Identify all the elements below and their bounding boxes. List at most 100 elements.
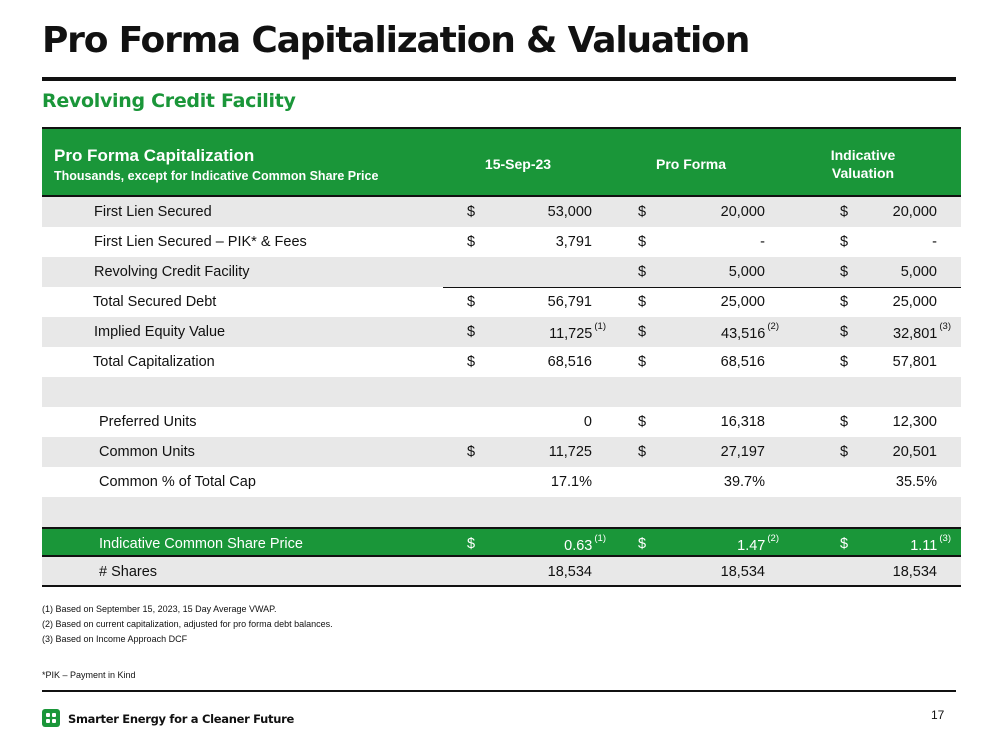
row-label: Revolving Credit Facility <box>94 264 250 280</box>
footnotes: (1) Based on September 15, 2023, 15 Day … <box>42 602 333 647</box>
subtotal-rule <box>443 287 961 288</box>
currency-symbol: $ <box>840 234 849 250</box>
row-label: Indicative Common Share Price <box>99 536 303 552</box>
cell-value: 39.7% <box>723 474 765 490</box>
footnote-ref: (1) <box>594 321 606 332</box>
cell-value: 1.11 (3) <box>910 533 951 554</box>
table-row: # Shares 18,534 18,534 18,534 <box>42 557 961 587</box>
value-text: 32,801 <box>893 325 938 342</box>
cell-value: 0.63 (1) <box>564 533 606 554</box>
cell-value: 53,000 <box>547 204 592 220</box>
row-label: Preferred Units <box>99 414 197 430</box>
currency-symbol: $ <box>638 444 647 460</box>
value-text: 1.47 <box>737 537 766 554</box>
cell-value: 35.5% <box>895 474 937 490</box>
footnote-ref: (2) <box>767 533 779 544</box>
cell-value: 5,000 <box>728 264 765 280</box>
cell-value: 68,516 <box>720 354 765 370</box>
currency-symbol: $ <box>638 354 647 370</box>
cell-value: 5,000 <box>900 264 937 280</box>
cell-value: 18,534 <box>547 564 592 580</box>
cell-value: 20,501 <box>892 444 937 460</box>
currency-symbol: $ <box>840 444 849 460</box>
footnote-ref: (3) <box>939 533 951 544</box>
table-row: Revolving Credit Facility $ 5,000 $ 5,00… <box>42 257 961 287</box>
cell-value: 20,000 <box>720 204 765 220</box>
cell-value: - <box>760 234 765 250</box>
currency-symbol: $ <box>638 536 647 552</box>
currency-symbol: $ <box>638 414 647 430</box>
page-number: 17 <box>931 708 945 722</box>
cell-value: 25,000 <box>720 294 765 310</box>
cell-value: 0 <box>583 414 592 430</box>
column-header-15-sep-23: 15-Sep-23 <box>484 156 552 172</box>
row-label: # Shares <box>99 564 158 580</box>
currency-symbol: $ <box>840 354 849 370</box>
cell-value: 1.47 (2) <box>737 533 779 554</box>
currency-symbol: $ <box>840 536 849 552</box>
table-row-total: Total Capitalization $ 68,516 $ 68,516 $… <box>42 347 961 377</box>
footnote-2: (2) Based on current capitalization, adj… <box>42 619 333 629</box>
currency-symbol: $ <box>638 234 647 250</box>
table-row-highlight: Indicative Common Share Price $ 0.63 (1) … <box>42 527 961 557</box>
spacer-row <box>42 497 961 527</box>
row-label: Total Secured Debt <box>93 294 217 310</box>
table-row: First Lien Secured $ 53,000 $ 20,000 $ 2… <box>42 197 961 227</box>
table-row: Common Units $ 11,725 $ 27,197 $ 20,501 <box>42 437 961 467</box>
value-text: 43,516 <box>721 325 766 342</box>
cell-value: 20,000 <box>892 204 937 220</box>
currency-symbol: $ <box>638 264 647 280</box>
cell-value: 56,791 <box>547 294 592 310</box>
row-label: Implied Equity Value <box>94 324 226 340</box>
currency-symbol: $ <box>467 294 476 310</box>
footer-tagline: Smarter Energy for a Cleaner Future <box>68 712 294 726</box>
currency-symbol: $ <box>840 294 849 310</box>
page-title: Pro Forma Capitalization & Valuation <box>42 20 750 61</box>
capitalization-table: Pro Forma Capitalization Thousands, exce… <box>42 127 961 587</box>
column-header-indicative-valuation: Indicative Valuation <box>808 146 918 182</box>
row-label: Total Capitalization <box>93 354 215 370</box>
currency-symbol: $ <box>638 294 647 310</box>
table-row: First Lien Secured – PIK* & Fees $ 3,791… <box>42 227 961 257</box>
value-text: 11,725 <box>549 325 593 342</box>
row-label: First Lien Secured <box>94 204 212 220</box>
cell-value: 11,725 (1) <box>549 321 606 342</box>
footnote-3: (3) Based on Income Approach DCF <box>42 634 188 644</box>
row-label: Common Units <box>99 444 195 460</box>
footnote-1: (1) Based on September 15, 2023, 15 Day … <box>42 604 277 614</box>
spacer-row <box>42 377 961 407</box>
cell-value: 32,801 (3) <box>893 321 951 342</box>
table-row: Preferred Units 0 $ 16,318 $ 12,300 <box>42 407 961 437</box>
currency-symbol: $ <box>638 204 647 220</box>
footer-divider <box>42 690 956 692</box>
cell-value: 3,791 <box>555 234 592 250</box>
footnote-ref: (2) <box>767 321 779 332</box>
cell-value: 16,318 <box>720 414 765 430</box>
column-header-pro-forma: Pro Forma <box>655 156 726 172</box>
currency-symbol: $ <box>840 414 849 430</box>
cell-value: 18,534 <box>892 564 937 580</box>
currency-symbol: $ <box>840 204 849 220</box>
cell-value: 11,725 <box>548 444 592 460</box>
company-logo-icon <box>42 709 60 727</box>
column-header-line-2: Valuation <box>831 165 895 181</box>
row-label: Common % of Total Cap <box>99 474 256 490</box>
header-title: Pro Forma Capitalization <box>54 146 255 165</box>
cell-value: 17.1% <box>550 474 592 490</box>
cell-value: 25,000 <box>892 294 937 310</box>
value-text: 1.11 <box>910 537 938 554</box>
table-row-total: Total Secured Debt $ 56,791 $ 25,000 $ 2… <box>42 287 961 317</box>
pik-note: *PIK – Payment in Kind <box>42 670 136 680</box>
currency-symbol: $ <box>840 324 849 340</box>
table-row: Implied Equity Value $ 11,725 (1) $ 43,51… <box>42 317 961 347</box>
table-header: Pro Forma Capitalization Thousands, exce… <box>42 127 961 197</box>
page-subtitle: Revolving Credit Facility <box>42 90 296 112</box>
footnote-ref: (1) <box>594 533 606 544</box>
cell-value: 43,516 (2) <box>721 321 779 342</box>
value-text: 0.63 <box>564 537 593 554</box>
currency-symbol: $ <box>467 234 476 250</box>
footnote-ref: (3) <box>939 321 951 332</box>
cell-value: 57,801 <box>892 354 937 370</box>
cell-value: 12,300 <box>892 414 937 430</box>
cell-value: 18,534 <box>720 564 765 580</box>
